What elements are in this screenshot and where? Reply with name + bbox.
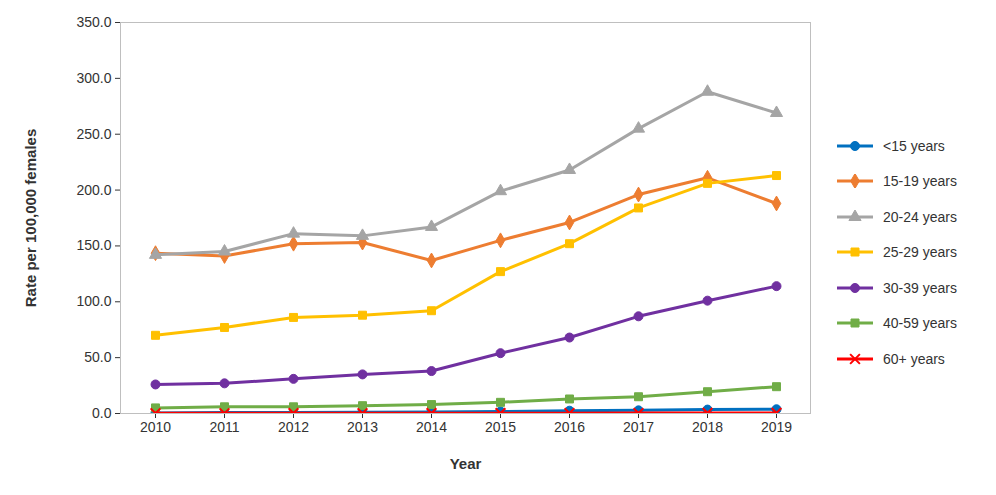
- svg-text:200.0: 200.0: [76, 182, 111, 198]
- html-text:20-24 years: 20-24 years: [883, 208, 957, 225]
- svg-text:Rate per 100,000 females: Rate per 100,000 females: [22, 129, 39, 307]
- svg-text:300.0: 300.0: [76, 70, 111, 86]
- html-text:25-29 years: 25-29 years: [883, 244, 957, 261]
- html-text:60+ years: 60+ years: [883, 350, 945, 367]
- svg-text:100.0: 100.0: [76, 293, 111, 309]
- html-text:30-39 years: 30-39 years: [883, 279, 957, 296]
- svg-text:50.0: 50.0: [84, 349, 111, 365]
- svg-text:2012: 2012: [278, 419, 309, 435]
- svg-text:2017: 2017: [623, 419, 654, 435]
- svg-text:Year: Year: [450, 455, 482, 472]
- svg-text:2014: 2014: [416, 419, 447, 435]
- svg-text:250.0: 250.0: [76, 126, 111, 142]
- svg-text:2015: 2015: [485, 419, 516, 435]
- svg-text:150.0: 150.0: [76, 237, 111, 253]
- svg-text:350.0: 350.0: [76, 14, 111, 30]
- html-text:40-59 years: 40-59 years: [883, 315, 957, 332]
- html-text:15-19 years: 15-19 years: [883, 173, 957, 190]
- html-text:<15 years: <15 years: [883, 137, 945, 154]
- svg-text:2013: 2013: [347, 419, 378, 435]
- svg-text:0.0: 0.0: [92, 405, 112, 421]
- svg-text:2010: 2010: [140, 419, 171, 435]
- svg-text:2016: 2016: [554, 419, 585, 435]
- svg-text:2018: 2018: [692, 419, 723, 435]
- svg-text:2011: 2011: [209, 419, 239, 435]
- svg-text:2019: 2019: [761, 419, 792, 435]
